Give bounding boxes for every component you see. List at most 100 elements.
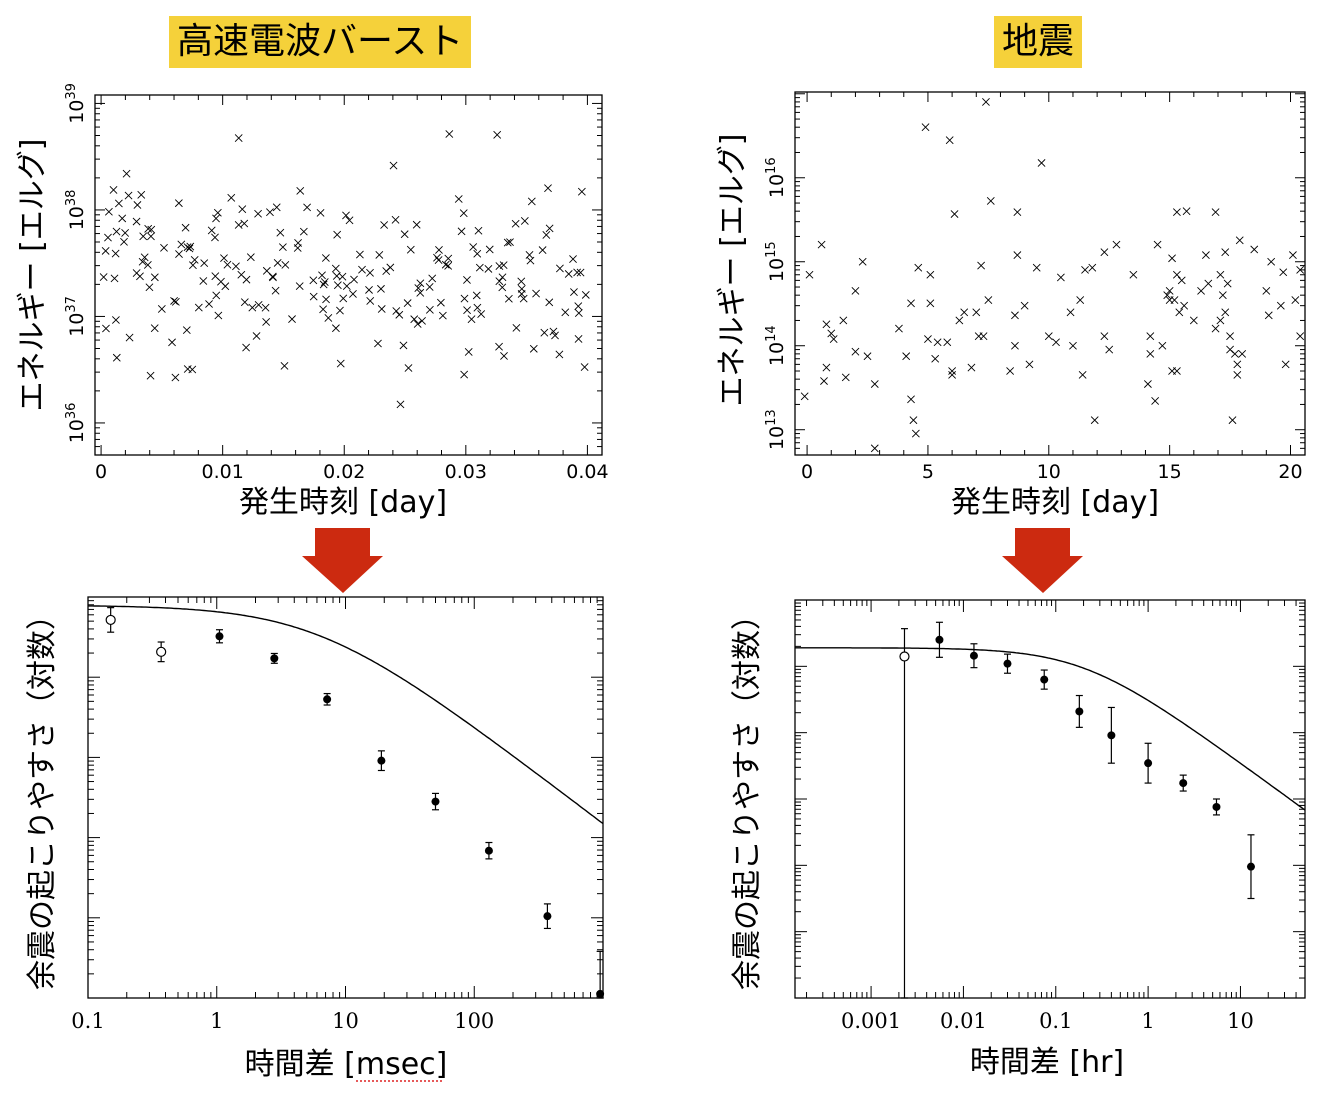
data-point — [1013, 251, 1022, 260]
data-point — [278, 243, 287, 252]
data-point — [472, 291, 481, 300]
data-point — [580, 363, 589, 371]
data-point — [1223, 279, 1232, 288]
data-point — [1221, 308, 1230, 317]
data-point — [577, 187, 586, 196]
data-point — [132, 217, 141, 226]
data-point — [147, 225, 156, 234]
data-point — [573, 268, 582, 277]
data-point — [1090, 416, 1099, 425]
data-point — [1233, 360, 1242, 369]
data-point — [109, 186, 118, 194]
data-point — [1153, 240, 1162, 249]
data-point — [474, 226, 483, 235]
data-point — [907, 395, 915, 404]
data-point — [851, 347, 860, 356]
data-point — [404, 364, 413, 372]
data-point — [829, 335, 838, 344]
data-point — [1262, 286, 1271, 295]
data-point — [428, 274, 437, 283]
data-point — [1226, 332, 1234, 341]
data-point — [104, 233, 112, 242]
x-axis-label: 時間差 [msec] — [245, 1047, 448, 1082]
data-point — [495, 277, 504, 286]
data-point — [133, 201, 142, 209]
data-point — [473, 249, 482, 258]
data-point — [1288, 251, 1297, 260]
data-point — [484, 846, 493, 855]
data-point — [391, 215, 400, 224]
x-tick-label: 1 — [210, 1009, 223, 1033]
data-point — [564, 270, 573, 278]
data-point — [320, 278, 329, 286]
data-point — [157, 305, 166, 313]
data-point — [911, 429, 920, 438]
x-tick-label: 1 — [1141, 1009, 1154, 1033]
data-point — [410, 315, 419, 324]
data-point — [266, 208, 274, 217]
data-point — [555, 264, 564, 273]
data-point — [333, 281, 342, 290]
data-point — [174, 199, 183, 208]
data-point — [457, 227, 466, 236]
data-point — [441, 260, 450, 269]
data-point — [551, 331, 559, 340]
data-point — [493, 130, 502, 139]
data-point — [460, 294, 469, 303]
model-curve — [88, 605, 604, 825]
y-tick-label: 1013 — [764, 409, 788, 450]
data-point — [374, 339, 382, 348]
data-point — [99, 273, 108, 282]
data-point — [262, 266, 271, 275]
data-point — [805, 270, 814, 279]
data-point — [1221, 248, 1230, 257]
data-point — [1105, 345, 1114, 354]
data-point — [1175, 308, 1184, 317]
data-point — [924, 335, 932, 344]
data-point — [183, 365, 192, 373]
data-point — [425, 283, 434, 291]
data-point — [495, 342, 503, 351]
plot-frame — [794, 599, 1306, 999]
data-point — [1267, 257, 1276, 266]
data-point — [570, 288, 578, 296]
x-tick-label: 0.1 — [71, 1009, 104, 1033]
x-axis-label: 発生時刻 [day] — [239, 485, 447, 520]
data-point — [295, 282, 304, 291]
data-point — [309, 292, 318, 301]
data-point — [350, 275, 358, 284]
data-point — [319, 280, 328, 289]
data-point — [817, 240, 826, 249]
data-point — [485, 245, 494, 254]
data-point — [1100, 248, 1109, 257]
data-point — [1250, 245, 1259, 254]
data-point — [1069, 341, 1077, 350]
data-point — [1146, 349, 1155, 358]
data-point — [112, 353, 121, 362]
data-point — [517, 284, 526, 293]
data-point — [234, 221, 243, 229]
header-frb: 高速電波バースト — [169, 16, 472, 68]
data-point — [416, 279, 425, 288]
data-point — [512, 323, 521, 332]
data-point — [581, 290, 590, 299]
data-point — [555, 350, 564, 359]
data-point — [140, 253, 149, 262]
data-point — [331, 324, 340, 333]
data-point — [252, 332, 261, 340]
data-point — [511, 219, 520, 228]
data-point — [463, 276, 471, 284]
data-point — [438, 311, 447, 320]
data-point — [504, 294, 513, 303]
data-point — [186, 242, 195, 251]
data-point — [822, 320, 831, 329]
data-point — [366, 296, 375, 305]
data-point — [111, 249, 120, 258]
data-point — [1216, 316, 1225, 325]
earthquake-aftershock-plot: 0.001 0.01 0.1 1 10 時間差 [hr] 余震の起こりやすさ（対数） — [730, 599, 1306, 1080]
data-point — [122, 169, 131, 178]
data-point — [200, 259, 209, 268]
data-point — [1172, 367, 1181, 375]
data-point — [342, 211, 350, 220]
data-point — [1165, 286, 1174, 295]
